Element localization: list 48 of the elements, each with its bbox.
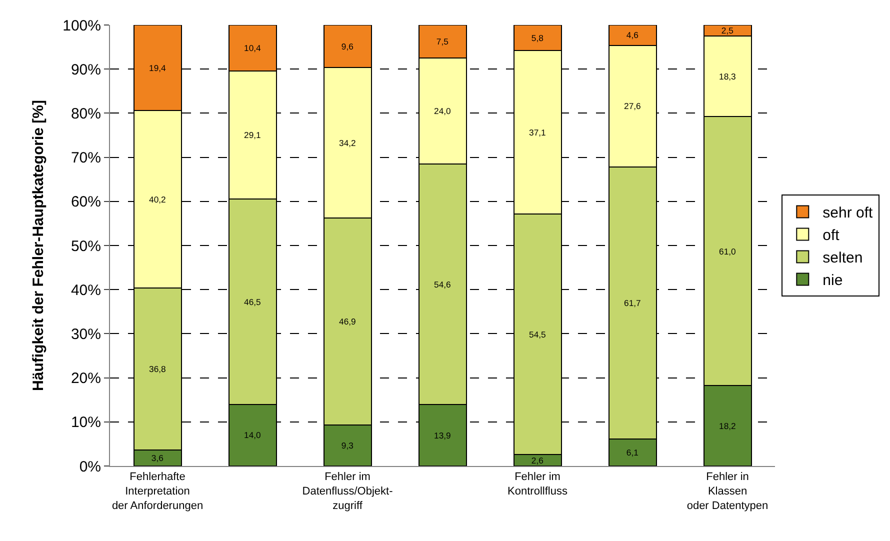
data-label: 4,6 [626,30,639,40]
data-label: 46,9 [339,316,356,327]
data-label: 7,5 [436,36,449,47]
y-tick-label: 30% [70,326,101,343]
data-label: 61,0 [719,246,736,256]
data-label: 14,0 [244,430,262,440]
data-label: 19,4 [149,62,166,73]
y-tick-label: 20% [70,370,101,388]
x-tick-label: Fehler in Klassen oder Datentypen [686,471,768,512]
y-tick-label: 50% [70,238,101,255]
y-tick-label: 70% [70,150,101,167]
data-label: 40,2 [149,194,166,204]
data-label: 54,5 [529,329,546,340]
x-tick-label: Fehlerhafte Interpretation der Anforderungen [112,471,204,512]
data-label: 37,1 [529,127,546,138]
data-label: 27,6 [624,101,642,112]
legend-label: nie [822,272,843,290]
data-label: 10,4 [244,43,262,54]
legend-label: oft [822,227,840,244]
data-label: 34,2 [339,138,356,148]
data-label: 9,3 [341,440,354,451]
data-label: 9,6 [341,41,354,52]
data-label: 18,3 [719,71,736,82]
data-label: 46,5 [244,296,262,307]
y-tick-label: 100% [62,17,101,34]
y-tick-label: 80% [70,105,101,122]
data-label: 13,9 [434,430,452,440]
legend-label: sehr oft [822,204,874,222]
data-label: 3,6 [151,453,164,464]
data-label: 24,0 [434,106,452,116]
data-label: 54,6 [434,279,452,290]
y-tick-label: 0% [79,458,101,476]
data-label: 61,7 [624,298,642,308]
data-label: 2,5 [721,26,734,36]
legend-label: selten [822,250,863,267]
y-tick-label: 90% [70,61,101,78]
data-label: 2,6 [531,455,544,466]
y-axis-title: Häufigkeit der Fehler-Hauptkategorie [%] [30,100,47,391]
y-tick-label: 40% [70,282,101,299]
x-tick-label: Fehler im Datenfluss/Objekt- zugriff [302,471,394,512]
y-tick-label: 10% [70,414,101,432]
x-tick-label: Fehler im Kontrollfluss [508,471,568,498]
y-tick-label: 60% [70,194,101,211]
data-label: 6,1 [626,448,639,458]
data-label: 36,8 [149,364,166,374]
data-label: 29,1 [244,130,262,140]
data-label: 18,2 [719,420,736,431]
data-label: 5,8 [531,32,544,43]
